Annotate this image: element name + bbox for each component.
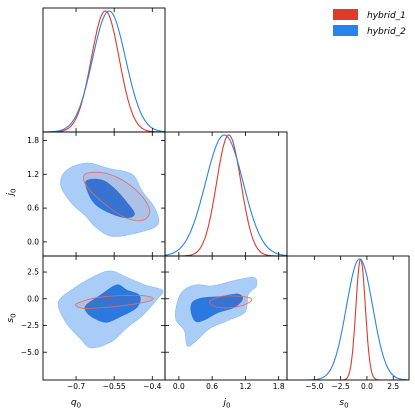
xlabel-s0: s0 [339,398,348,410]
marginal-hybrid-1 [287,258,409,380]
legend-label-hybrid-2: hybrid_2 [367,27,406,37]
ytick-label-s0: 2.5 [27,268,39,277]
xtick-label-s0: −2.5 [332,382,350,391]
contour-hybrid-1 [83,171,151,222]
panel-j0-s0 [174,276,258,347]
xtick-label-s0: 2.5 [387,382,399,391]
contour-hybrid-1 [75,295,154,309]
marginal-hybrid-2 [287,258,409,380]
panel-frames [42,7,410,381]
contour-hybrid-2-68 [84,284,141,323]
ytick-label-j0: 0.0 [27,238,39,247]
marginal-hybrid-1 [165,134,287,256]
xlabel-j0: j0 [222,398,231,410]
ylabel-j0: j0 [6,189,18,198]
ytick-label-s0: −2.5 [21,321,39,330]
xtick-label-j0: 1.2 [239,382,251,391]
xtick-label-j0: 1.8 [273,382,285,391]
marginal-hybrid-1 [43,10,165,132]
marginal-hybrid-2 [165,134,287,256]
ytick-label-j0: 1.2 [27,170,39,179]
legend-swatch-hybrid-2 [333,25,358,36]
xtick-label-q0: −0.4 [143,382,161,391]
ytick-label-s0: −5.0 [21,348,39,357]
xlabel-q0: q0 [71,398,81,410]
panel-q0-j0 [60,162,160,237]
ytick-label-j0: 1.8 [27,136,39,145]
xtick-label-q0: −0.55 [103,382,126,391]
frame-0-0 [42,7,166,133]
xtick-label-s0: −5.0 [305,382,323,391]
tick-labels: −0.7 −0.55 −0.4 0.0 0.6 1.2 1.8 −5.0 −2.5 0.0 2.5 0… [21,136,400,391]
ytick-label-s0: 0.0 [27,294,39,303]
legend-swatch-hybrid-1 [333,9,358,20]
contour-hybrid-2-68 [85,178,135,219]
ylabel-s0: s0 [6,313,18,322]
frame-2-2 [286,255,410,381]
legend: hybrid_1 hybrid_2 [333,9,406,37]
contour-hybrid-1 [208,295,253,309]
xtick-label-j0: 0.0 [173,382,185,391]
marginal-hybrid-2 [43,10,165,132]
xtick-label-s0: 0.0 [361,382,373,391]
ytick-label-j0: 0.6 [27,204,39,213]
tick-marks [43,8,394,380]
xtick-label-j0: 0.6 [206,382,218,391]
axis-labels: q0 j0 s0 j0 s0 [6,189,349,410]
frame-1-1 [164,131,288,257]
xtick-label-q0: −0.7 [67,382,85,391]
panels [43,10,409,380]
legend-label-hybrid-1: hybrid_1 [367,11,406,21]
panel-marginal-j0 [165,134,287,256]
panel-marginal-q0 [43,10,165,132]
panel-marginal-s0 [287,258,409,380]
panel-q0-s0 [57,270,164,349]
